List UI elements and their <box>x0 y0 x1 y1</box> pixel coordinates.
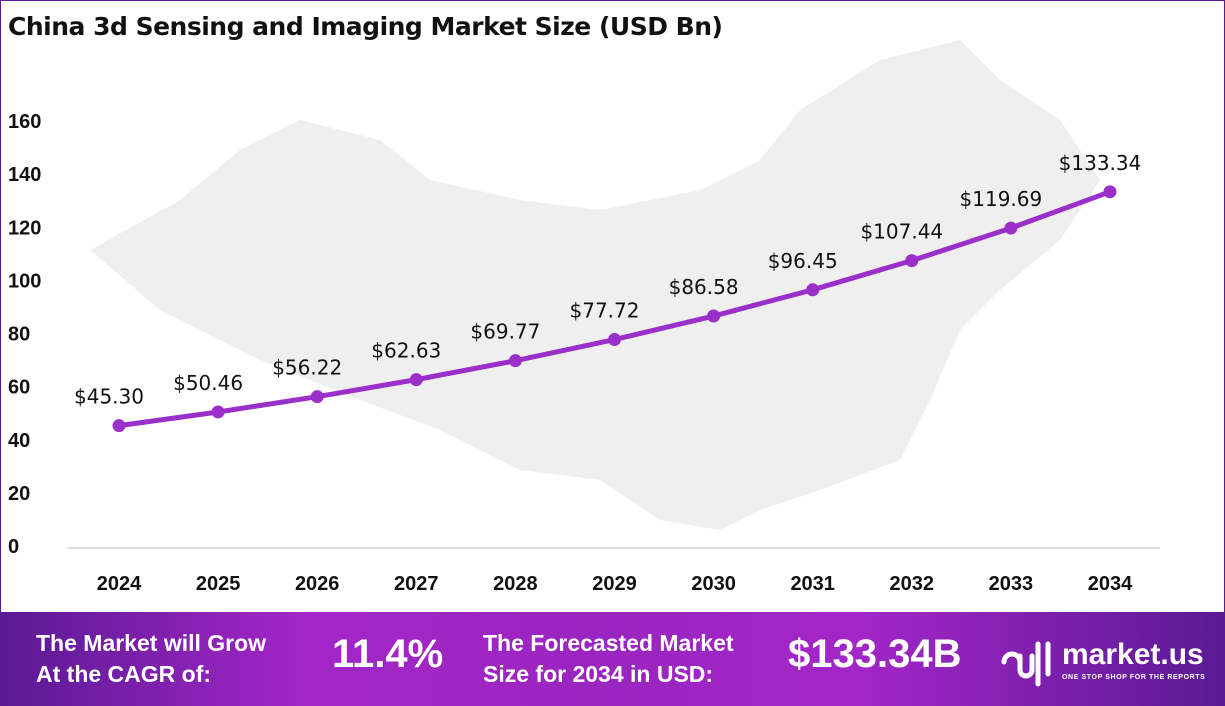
data-point <box>211 405 225 419</box>
chart-title: China 3d Sensing and Imaging Market Size… <box>8 12 723 41</box>
forecast-label-line2: Size for 2034 in USD: <box>483 661 714 687</box>
data-point <box>806 283 820 297</box>
data-point <box>409 373 423 387</box>
forecast-label-line1: The Forecasted Market <box>483 630 734 656</box>
y-tick-label: 40 <box>8 430 30 452</box>
data-label: $77.72 <box>570 299 640 323</box>
y-tick-label: 100 <box>8 270 41 292</box>
data-label: $62.63 <box>371 339 441 363</box>
y-tick-label: 20 <box>8 483 30 505</box>
line-chart: 0 20 40 60 80 100 120 140 160 2024 2025 2026 2027 202… <box>8 40 1160 595</box>
data-label: $56.22 <box>272 356 342 380</box>
x-tick-label: 2025 <box>196 573 241 595</box>
x-tick-label: 2032 <box>890 573 935 595</box>
data-point <box>707 309 721 323</box>
y-tick-label: 120 <box>8 217 41 239</box>
data-point <box>608 333 621 347</box>
forecast-value: $133.34B <box>788 632 962 676</box>
data-point <box>310 390 324 404</box>
y-tick-label: 0 <box>8 536 19 558</box>
x-tick-label: 2034 <box>1088 573 1133 595</box>
footer-banner: The Market will Grow At the CAGR of: 11.4… <box>0 612 1225 706</box>
x-tick-label: 2031 <box>790 573 835 595</box>
y-tick-label: 60 <box>8 377 30 399</box>
x-tick-label: 2030 <box>691 573 736 595</box>
data-label: $45.30 <box>74 385 144 409</box>
forecast-label: The Forecasted Market Size for 2034 in US… <box>483 628 734 690</box>
data-label: $133.34 <box>1059 151 1142 175</box>
map-silhouette <box>90 40 1100 530</box>
market-us-logo-icon <box>1001 641 1051 687</box>
x-tick-label: 2026 <box>295 573 340 595</box>
data-label: $50.46 <box>173 371 243 395</box>
data-label: $69.77 <box>470 320 540 344</box>
x-tick-label: 2033 <box>989 573 1034 595</box>
y-tick-label: 80 <box>8 324 30 346</box>
y-tick-label: 140 <box>8 164 41 186</box>
data-point <box>1004 221 1018 235</box>
data-label: $86.58 <box>669 275 739 299</box>
data-point <box>112 419 126 433</box>
x-tick-label: 2027 <box>394 573 439 595</box>
cagr-label: The Market will Grow At the CAGR of: <box>36 628 266 690</box>
x-tick-label: 2024 <box>97 573 142 595</box>
data-point <box>905 254 919 268</box>
brand-name: market.us <box>1062 638 1204 671</box>
data-point <box>508 354 522 368</box>
x-tick-label: 2028 <box>493 573 538 595</box>
brand-tagline: ONE STOP SHOP FOR THE REPORTS <box>1062 674 1206 681</box>
data-label: $107.44 <box>860 220 943 244</box>
data-label: $96.45 <box>768 249 838 273</box>
x-tick-label: 2029 <box>592 573 637 595</box>
cagr-label-line2: At the CAGR of: <box>36 661 212 687</box>
y-tick-label: 160 <box>8 111 41 133</box>
data-point <box>1103 185 1117 199</box>
data-label: $119.69 <box>960 187 1043 211</box>
cagr-label-line1: The Market will Grow <box>36 630 267 656</box>
cagr-value: 11.4% <box>332 632 444 676</box>
